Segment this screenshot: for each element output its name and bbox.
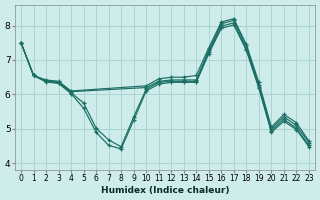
X-axis label: Humidex (Indice chaleur): Humidex (Indice chaleur) (101, 186, 229, 195)
